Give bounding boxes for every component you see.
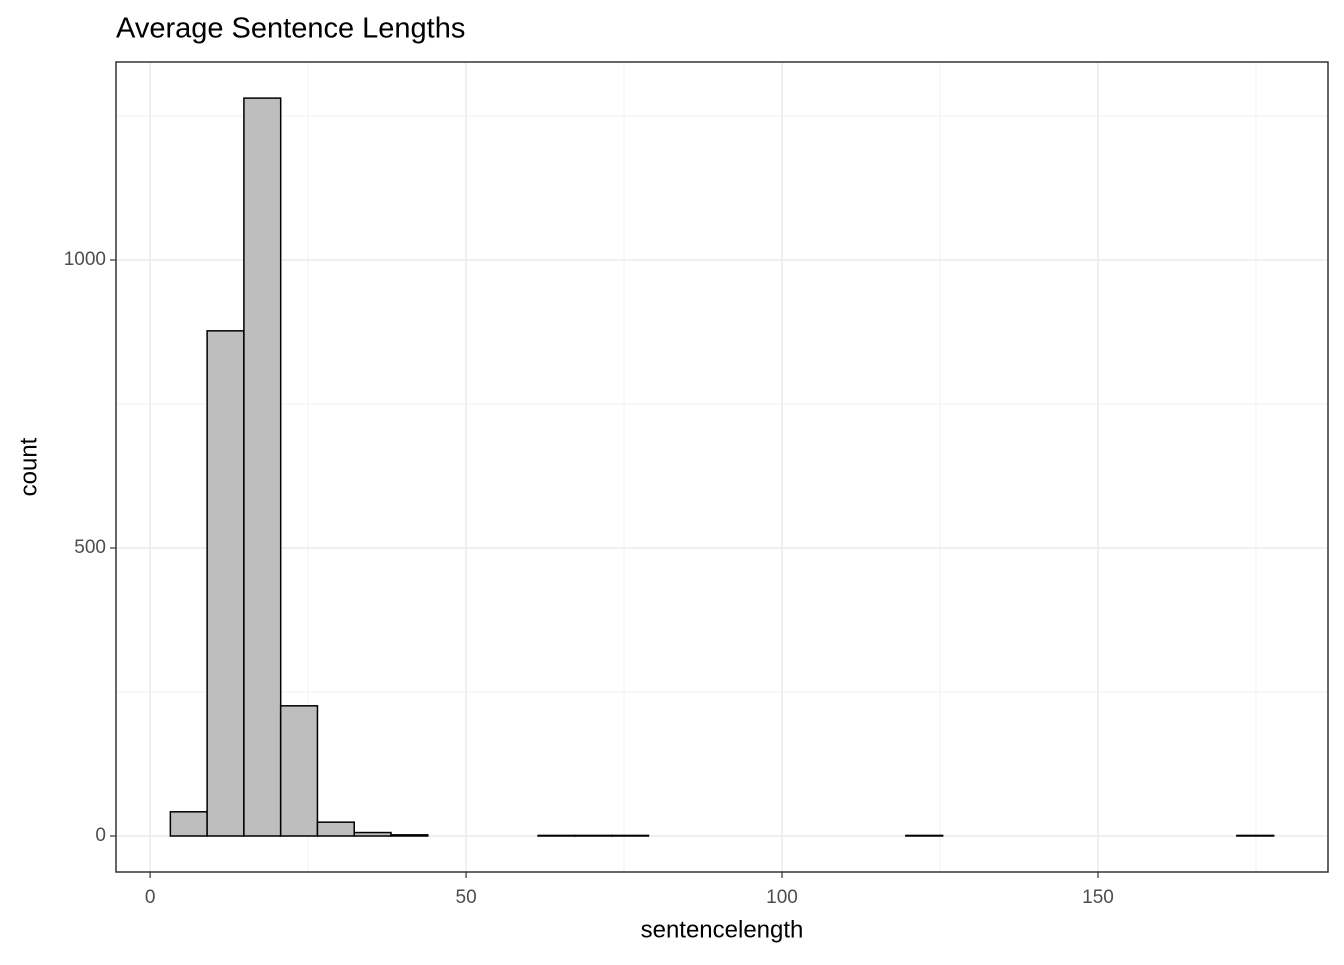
y-tick-label: 500 (74, 537, 106, 558)
bar (1236, 834, 1275, 837)
bar (206, 330, 245, 837)
bar (316, 821, 355, 837)
y-tick-label: 0 (95, 825, 106, 846)
bar (610, 834, 650, 837)
x-axis-title: sentencelength (641, 916, 804, 943)
bar (353, 831, 392, 837)
x-tick-label: 150 (1082, 887, 1114, 908)
panel-border (115, 61, 1329, 873)
bar (243, 97, 282, 837)
bar (279, 705, 319, 837)
x-tick-label: 100 (766, 887, 798, 908)
bar (905, 834, 944, 837)
y-tick-label: 1000 (64, 249, 106, 270)
bar (390, 834, 429, 837)
bar (537, 834, 576, 837)
bar (574, 834, 613, 837)
bar (169, 811, 208, 837)
y-axis-title: count (15, 437, 42, 496)
x-tick-label: 50 (456, 887, 477, 908)
chart-title: Average Sentence Lengths (116, 13, 465, 45)
x-tick-label: 0 (145, 887, 156, 908)
